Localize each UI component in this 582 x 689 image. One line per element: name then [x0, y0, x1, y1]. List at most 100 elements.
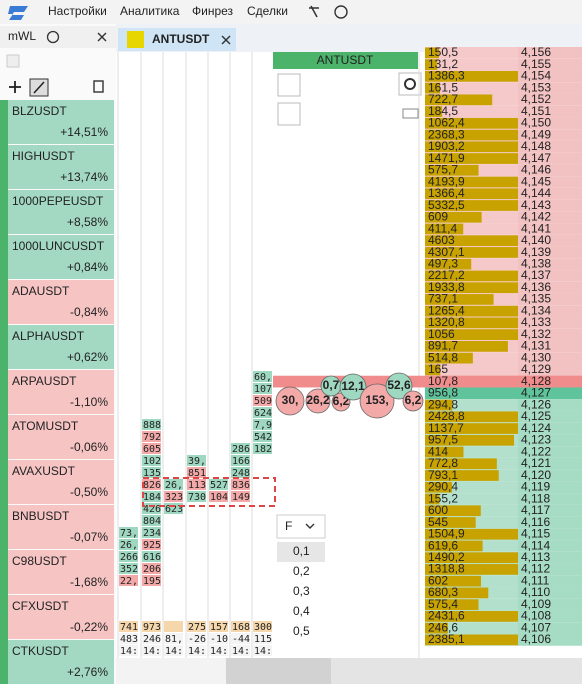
bubble-label: 0,7: [323, 378, 340, 392]
orderbook-title: ANTUSDT: [317, 53, 374, 67]
watchlist-item[interactable]: [8, 595, 114, 639]
volume-bar: [425, 611, 518, 622]
watchlist-item[interactable]: [8, 190, 114, 234]
dropdown-option[interactable]: 0,2: [293, 564, 310, 578]
keyboard-icon[interactable]: [402, 108, 419, 119]
price-cell: [518, 258, 582, 271]
dropdown-option[interactable]: 0,1: [293, 544, 310, 558]
price: 4,136: [521, 280, 551, 294]
volume-bar: [425, 458, 497, 470]
cluster-footer-cell: [209, 621, 228, 632]
price-cell: [518, 504, 582, 517]
cluster-footer-cell: [231, 621, 250, 632]
price: 4,147: [521, 151, 551, 165]
cluster-cell: [142, 491, 161, 502]
tab[interactable]: [118, 28, 236, 51]
cluster-value: 102: [143, 456, 161, 467]
volume-bar: [425, 94, 493, 106]
price-cell: [518, 164, 582, 177]
watchlist-item[interactable]: [8, 460, 114, 504]
dropdown-chevron: [305, 523, 315, 529]
volume: 1320,8: [428, 315, 465, 329]
watchlist-item[interactable]: [8, 145, 114, 189]
tool-button[interactable]: [277, 73, 301, 97]
cluster-total: 168: [232, 622, 250, 633]
price: 4,143: [521, 198, 551, 212]
cluster-cell: [253, 419, 272, 430]
watchlist-item[interactable]: [8, 325, 114, 369]
volume-bar: [425, 587, 489, 599]
cluster-value: 527: [210, 480, 228, 491]
settings-button[interactable]: [398, 72, 422, 96]
dropdown-option[interactable]: 0,3: [293, 584, 310, 598]
pin-icon[interactable]: [309, 5, 319, 18]
cluster-value: 206: [143, 564, 161, 575]
menu-item[interactable]: Аналитика: [120, 4, 180, 18]
volume-bar: [425, 411, 518, 423]
tab-close[interactable]: [221, 35, 231, 45]
logo[interactable]: [8, 6, 28, 20]
volume-cell: [425, 363, 518, 376]
help-icon[interactable]: [334, 5, 348, 19]
volume-bar: [425, 446, 464, 458]
price-cell: [518, 58, 582, 71]
watchlist-item[interactable]: [8, 235, 114, 279]
volume: 1933,8: [428, 280, 465, 294]
volume-bar: [425, 59, 438, 70]
volume-bubble: [339, 373, 367, 401]
watchlist-item[interactable]: [8, 550, 114, 594]
price: 4,120: [521, 468, 551, 482]
watchlist-item[interactable]: [8, 415, 114, 459]
watchlist-item[interactable]: [8, 280, 114, 324]
price: 4,142: [521, 210, 551, 224]
volume-bar: [425, 540, 483, 552]
cluster-value: 623: [165, 504, 183, 515]
delete-button[interactable]: [93, 80, 104, 93]
watchlist-item[interactable]: [8, 505, 114, 549]
add-button[interactable]: [9, 81, 21, 93]
watchlist-item[interactable]: [8, 100, 114, 144]
cluster-value: 286: [232, 444, 250, 455]
volume: 2217,2: [428, 268, 465, 282]
volume-bar: [425, 282, 518, 294]
cluster-footer-cell: [187, 645, 206, 656]
orderbook-header: [273, 52, 418, 69]
volume: 575,4: [428, 597, 458, 611]
price: 4,151: [521, 104, 551, 118]
volume: 772,8: [428, 456, 458, 470]
dropdown-option[interactable]: 0,5: [293, 624, 310, 638]
menu-item[interactable]: Финрез: [192, 4, 234, 18]
watchlist-title: mWL: [8, 29, 36, 43]
dropdown[interactable]: [276, 514, 326, 539]
change: -0,84%: [70, 305, 108, 319]
dropdown-option[interactable]: 0,4: [293, 604, 310, 618]
cluster-value: 26,: [120, 540, 138, 551]
cluster-footer-cell: [209, 645, 228, 656]
volume-bar: [425, 528, 518, 540]
search-clear[interactable]: [6, 54, 20, 68]
cluster-value: 166: [232, 456, 250, 467]
info-icon[interactable]: [46, 30, 60, 44]
cluster-cell: [142, 467, 161, 478]
price-cell: [518, 587, 582, 599]
volume-bar: [425, 141, 518, 153]
price-cell: [518, 352, 582, 364]
watchlist-item[interactable]: [8, 370, 114, 414]
price-cell: [518, 551, 582, 564]
price: 4,135: [521, 292, 551, 306]
menu-item[interactable]: Настройки: [48, 4, 107, 18]
tool-button[interactable]: [277, 102, 301, 126]
close-icon[interactable]: [97, 32, 107, 42]
watchlist-item[interactable]: [8, 640, 114, 684]
cluster-footer-cell: [142, 645, 161, 656]
price: 4,137: [521, 268, 551, 282]
volume: 4603: [428, 233, 455, 247]
price-cell: [518, 434, 582, 447]
price-cell: [518, 622, 582, 634]
price-cell: [518, 563, 582, 576]
volume-bar: [425, 622, 448, 634]
menu-item[interactable]: Сделки: [247, 4, 288, 18]
cluster-cell: [231, 455, 250, 466]
cluster-cell: [253, 395, 272, 406]
cluster-value: 836: [232, 480, 250, 491]
